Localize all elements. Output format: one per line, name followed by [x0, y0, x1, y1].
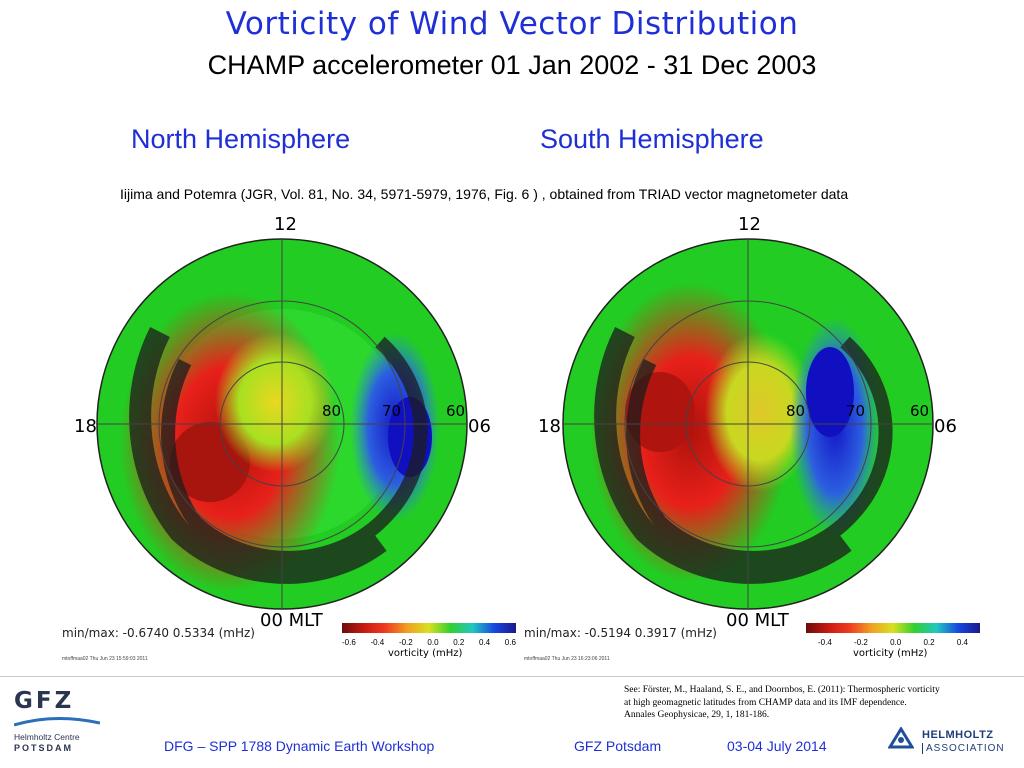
footer-divider [0, 676, 1024, 677]
gfz-logo-swoosh-icon [13, 717, 101, 727]
north-colorbar-tick: 0.0 [427, 638, 439, 647]
south-mlt-12-label: 12 [738, 214, 761, 235]
north-auroral-oval-band [129, 327, 428, 584]
north-hemisphere-heading: North Hemisphere [131, 124, 351, 154]
north-lat-60-label: 60 [446, 402, 465, 420]
citation-line: at high geomagnetic latitudes from CHAMP… [624, 697, 907, 708]
helmholtz-logo-icon [888, 727, 914, 749]
north-minmax-readout: min/max: -0.6740 0.5334 (mHz) [62, 626, 255, 640]
south-lat-70-label: 70 [846, 402, 865, 420]
south-lat-80-label: 80 [786, 402, 805, 420]
south-mlt-06-label: 06 [934, 416, 957, 437]
page-title: Vorticity of Wind Vector Distribution [225, 6, 799, 42]
north-colorbar-ticks: -0.6 -0.4 -0.2 0.0 0.2 0.4 0.6 [342, 638, 516, 647]
south-colorbar-tick: -0.4 [818, 638, 832, 647]
footer-workshop: DFG – SPP 1788 Dynamic Earth Workshop [164, 738, 435, 754]
south-colorbar-tick: 0.2 [923, 638, 935, 647]
north-grid [96, 238, 468, 610]
north-vorticity-polar-plot: 12 18 06 00 MLT 80 70 60 [74, 214, 491, 631]
footer-dates: 03-04 July 2014 [727, 738, 827, 754]
south-mlt-00-label: 00 MLT [726, 610, 790, 631]
page-subtitle: CHAMP accelerometer 01 Jan 2002 - 31 Dec… [207, 50, 817, 80]
north-colorbar-tick: -0.2 [398, 638, 413, 647]
south-plot-stamp: mtoffmaa02 Thu Jun 23 16:23:06 2011 [524, 656, 610, 662]
north-colorbar-tick: -0.4 [370, 638, 385, 647]
helmholtz-logo-line2: ASSOCIATION [922, 743, 1005, 754]
south-auroral-oval-band [594, 327, 893, 584]
north-colorbar-tick: -0.6 [342, 638, 356, 647]
citation-line: See: Förster, M., Haaland, S. E., and Do… [624, 685, 940, 695]
north-colorbar-tick: 0.2 [453, 638, 465, 647]
north-lat-70-label: 70 [382, 402, 401, 420]
south-grid [562, 238, 934, 610]
citation-block: See: Förster, M., Haaland, S. E., and Do… [624, 684, 1019, 722]
south-minmax-readout: min/max: -0.5194 0.3917 (mHz) [524, 626, 717, 640]
north-mlt-00-label: 00 MLT [260, 610, 324, 631]
north-lat-80-label: 80 [322, 402, 341, 420]
south-colorbar [806, 623, 980, 633]
south-mlt-18-label: 18 [538, 416, 561, 437]
gfz-logo-line1: Helmholtz Centre [14, 732, 80, 742]
south-colorbar-label: vorticity (mHz) [853, 648, 928, 659]
north-mlt-12-label: 12 [274, 214, 297, 235]
source-note: Iijima and Potemra (JGR, Vol. 81, No. 34… [120, 186, 849, 202]
helmholtz-logo-line1: HELMHOLTZ [922, 729, 994, 741]
south-colorbar-ticks: -0.4 -0.2 0.0 0.2 0.4 [818, 638, 968, 647]
north-mlt-06-label: 06 [468, 416, 491, 437]
gfz-logo-wordmark: GFZ [14, 688, 75, 714]
south-colorbar-tick: 0.4 [956, 638, 968, 647]
north-mlt-18-label: 18 [74, 416, 97, 437]
south-colorbar-tick: -0.2 [854, 638, 868, 647]
helmholtz-logo: HELMHOLTZ ASSOCIATION [888, 723, 1018, 759]
south-colorbar-tick: 0.0 [890, 638, 902, 647]
south-vorticity-polar-plot: 12 18 06 00 MLT 80 70 60 [538, 214, 957, 631]
gfz-logo-line2: Potsdam [14, 743, 73, 753]
south-vorticity-field [563, 239, 933, 609]
south-lat-60-label: 60 [910, 402, 929, 420]
south-hemisphere-heading: South Hemisphere [540, 124, 764, 154]
north-colorbar-label: vorticity (mHz) [388, 648, 463, 659]
north-plot-stamp: mtoffmaa02 Thu Jun 23 15:59:03 2011 [62, 656, 148, 662]
gfz-logo: GFZ Helmholtz Centre Potsdam [13, 688, 104, 758]
footer-location: GFZ Potsdam [574, 738, 662, 754]
north-colorbar [342, 623, 516, 633]
north-colorbar-tick: 0.4 [479, 638, 491, 647]
north-colorbar-tick: 0.6 [504, 638, 516, 647]
citation-line: Annales Geophysicae, 29, 1, 181-186. [624, 710, 770, 720]
